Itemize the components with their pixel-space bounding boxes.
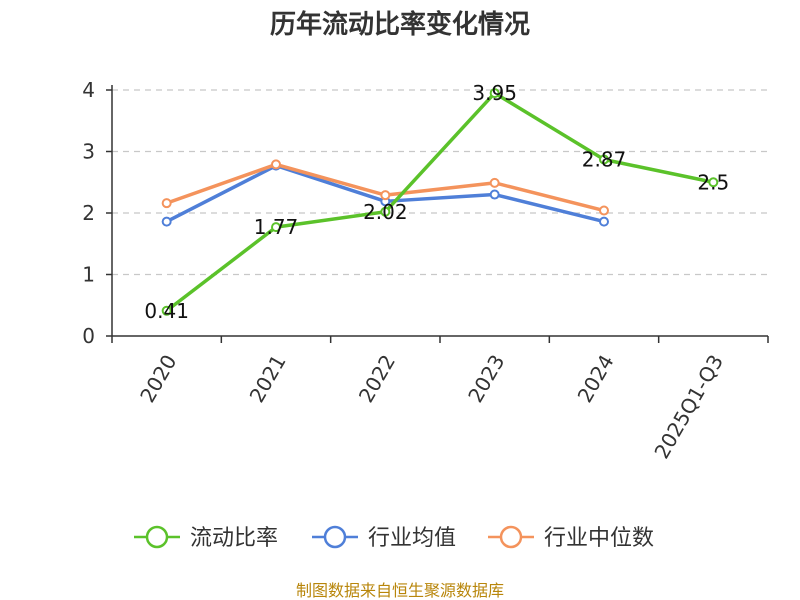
- data-labels: 0.41 1.77 2.02 3.95 2.87 2.5: [144, 81, 729, 323]
- grid-lines: [112, 89, 768, 276]
- legend-marker: [145, 525, 169, 549]
- y-tick-label: 3: [82, 140, 95, 164]
- y-tick-label: 0: [82, 324, 95, 348]
- x-tick-label: 2024: [572, 351, 618, 407]
- data-point: [489, 189, 500, 200]
- y-tick-label: 1: [82, 263, 95, 287]
- data-point: [599, 154, 609, 165]
- data-label: 3.95: [472, 81, 517, 105]
- data-label: 2.02: [363, 200, 408, 224]
- legend-marker: [323, 525, 347, 549]
- legend-item: 流动比率: [134, 525, 278, 551]
- legend-marker: [499, 525, 523, 549]
- data-label: 0.41: [144, 299, 189, 323]
- data-label: 2.5: [697, 170, 729, 194]
- data-point: [489, 177, 500, 188]
- source-note: 制图数据来自恒生聚源数据库: [296, 581, 504, 600]
- data-point: [380, 190, 391, 201]
- legend: 流动比率 行业均值 行业中位数: [134, 525, 654, 551]
- data-point: [599, 216, 609, 227]
- series-line-0: [165, 91, 714, 313]
- x-tick-label: 2025Q1-Q3: [649, 351, 728, 463]
- y-tick-label: 4: [82, 78, 95, 102]
- data-point: [271, 222, 281, 233]
- data-point: [489, 88, 500, 99]
- y-tick-label: 2: [82, 201, 95, 225]
- legend-item: 行业中位数: [488, 525, 654, 551]
- data-point: [271, 159, 281, 170]
- x-tick-label: 2022: [354, 351, 400, 407]
- data-point: [380, 206, 391, 217]
- x-tick-label: 2021: [244, 351, 290, 407]
- data-point: [599, 205, 609, 216]
- legend-label: 行业均值: [368, 526, 456, 551]
- axes: 0 1 2 3 4 2020 2021 2022 2023 2024 2025Q1-Q3: [82, 78, 769, 463]
- x-tick-label: 2020: [135, 351, 181, 407]
- chart-title: 历年流动比率变化情况: [270, 9, 530, 40]
- data-point: [161, 305, 172, 316]
- data-point: [161, 216, 172, 227]
- legend-label: 流动比率: [190, 526, 278, 551]
- legend-label: 行业中位数: [544, 526, 654, 551]
- data-label: 2.87: [582, 147, 627, 171]
- series-layer: [161, 88, 719, 316]
- data-point: [708, 177, 719, 188]
- legend-item: 行业均值: [312, 525, 456, 551]
- data-label: 1.77: [254, 215, 299, 239]
- data-point: [161, 198, 172, 209]
- x-tick-label: 2023: [463, 350, 509, 406]
